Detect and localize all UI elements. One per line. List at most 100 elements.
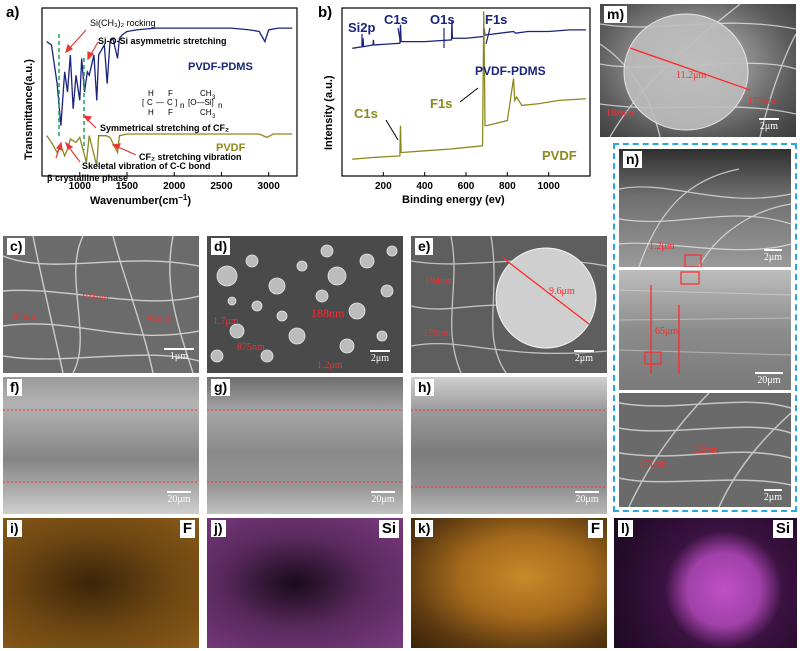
annotation-e-1: 194nm [425,276,453,287]
scalebar-m: 2μm [752,118,786,132]
panel-n-frame [613,143,797,512]
microsphere [320,244,334,258]
microsphere [386,245,398,257]
panel-letter-k: k) [415,520,434,537]
panel-letter-a: a) [6,4,19,21]
x-tick-label: 3000 [258,181,281,192]
sem-image-h: h) 20μm [411,377,607,514]
scalebar-g: 20μm [365,491,401,505]
x-tick-label: 600 [458,181,475,192]
svg-text:H: H [148,108,154,117]
xps-peak-arrows-bottom [385,87,479,141]
annotation-m-3: 188nm [606,108,634,119]
svg-text:—: — [156,98,164,107]
svg-text:[: [ [142,98,145,107]
sem-image-n-middle: 65μm 20μm [619,270,791,390]
ftir-chart: a) 1000 1500 2000 2500 3000 Si(CH₃)₂ rocking… [6,4,298,207]
xps-series-label-pvdf-pdms: PVDF-PDMS [475,64,546,78]
ftir-series-group [46,27,293,167]
scalebar-n-top: 2μm [759,249,787,263]
xps-peak-label-c1s-top: C1s [384,12,408,27]
svg-text:n: n [218,101,222,110]
svg-text:F: F [168,89,173,98]
xps-chart: b) 200 400 600 800 1000 Si2p C1s O1s F1s C1s… [318,4,591,206]
svg-text:CH: CH [200,89,212,98]
panel-letter-h: h) [415,379,435,396]
annotation-e-2: 9.6μm [549,286,575,297]
x-tick-label: 1000 [69,181,92,192]
microsphere [260,349,274,363]
eds-map-i-fluorine: i) F [3,518,199,648]
eds-map-l-silicon: l) Si [614,518,797,648]
eds-map-j-silicon: j) Si [207,518,403,648]
xps-series-group [352,11,586,160]
scalebar-f: 20μm [161,491,197,505]
annotation-n-2: 65μm [655,326,679,337]
panel-letter-c: c) [7,238,26,255]
microsphere [210,349,224,363]
annotation-c-3: 93nm [147,314,170,325]
scalebar-d: 2μm [363,350,397,364]
sem-image-f: f) 20μm [3,377,199,514]
ftir-annotation-arrows [55,29,137,163]
annotation-m-2: 172nm [748,96,776,107]
microsphere [376,330,388,342]
x-tick-label: 1500 [116,181,139,192]
annotation-n-1: 1.2μm [649,241,675,252]
scalebar-e: 2μm [567,350,601,364]
annotation-d-2: 188nm [311,306,345,320]
x-tick-label: 400 [416,181,433,192]
x-tick-label: 2500 [210,181,233,192]
panel-letter-m: m) [604,6,628,23]
x-tick-label: 200 [375,181,392,192]
microsphere [327,266,347,286]
panel-letter-g: g) [211,379,231,396]
microsphere [296,260,308,272]
scalebar-n-bottom: 2μm [759,489,787,503]
ftir-series-label-pvdf-pdms: PVDF-PDMS [188,61,253,73]
sem-image-c: c) 82nm 103nm 93nm 1μm [3,236,199,373]
sem-image-e: e) 194nm 9.6μm 170nm 2μm [411,236,607,373]
svg-text:3: 3 [212,114,216,120]
xps-y-axis-label: Intensity (a.u.) [323,75,335,150]
ftir-x-ticks: 1000 1500 2000 2500 3000 [69,172,281,192]
svg-text:CH: CH [200,108,212,117]
microsphere [359,253,375,269]
sem-image-m: m) 11.2μm 172nm 188nm 2μm [600,4,796,137]
annotation-d-4: 1.2μm [317,360,343,371]
ftir-y-axis-label: Transmittance(a.u.) [23,59,35,160]
xps-peak-label-f1s-top: F1s [485,12,507,27]
svg-text:H: H [148,89,154,98]
sem-image-n-top: n) 1.2μm 2μm [619,149,791,267]
eds-map-k-fluorine: k) F [411,518,607,648]
svg-text:F: F [168,108,173,117]
eds-element-label-k: F [587,520,603,538]
panel-letter-j: j) [211,520,226,537]
microsphere [276,310,288,322]
microsphere [339,338,355,354]
pdms-structure-drawing: CH 3 [O—Si] n CH 3 [188,89,222,120]
microsphere [245,254,259,268]
svg-text:3: 3 [212,95,216,101]
xps-peak-label-si2p: Si2p [348,20,376,35]
panel-letter-d: d) [211,238,231,255]
microsphere [227,296,237,306]
series-line-pvdf [352,11,586,160]
ftir-annotation-6: β crystalline phase [47,173,128,183]
panel-letter-n: n) [623,151,643,168]
microsphere [380,284,394,298]
ftir-x-axis-label: Wavenumber(cm−1) [90,193,191,207]
microsphere [216,265,238,287]
eds-element-label-l: Si [772,520,793,538]
scalebar-h: 20μm [569,491,605,505]
xps-x-ticks: 200 400 600 800 1000 [375,172,560,192]
xps-peak-label-f1s-bottom: F1s [430,96,452,111]
annotation-c-1: 82nm [13,312,36,323]
ftir-plot-frame [41,7,298,177]
xps-series-label-pvdf: PVDF [542,148,577,163]
xps-x-axis-label: Binding energy (ev) [402,194,505,206]
series-line-pvdf-pdms [46,27,293,126]
xps-peak-arrows-top [361,27,491,48]
annotation-n-4: 120nm [691,445,719,456]
